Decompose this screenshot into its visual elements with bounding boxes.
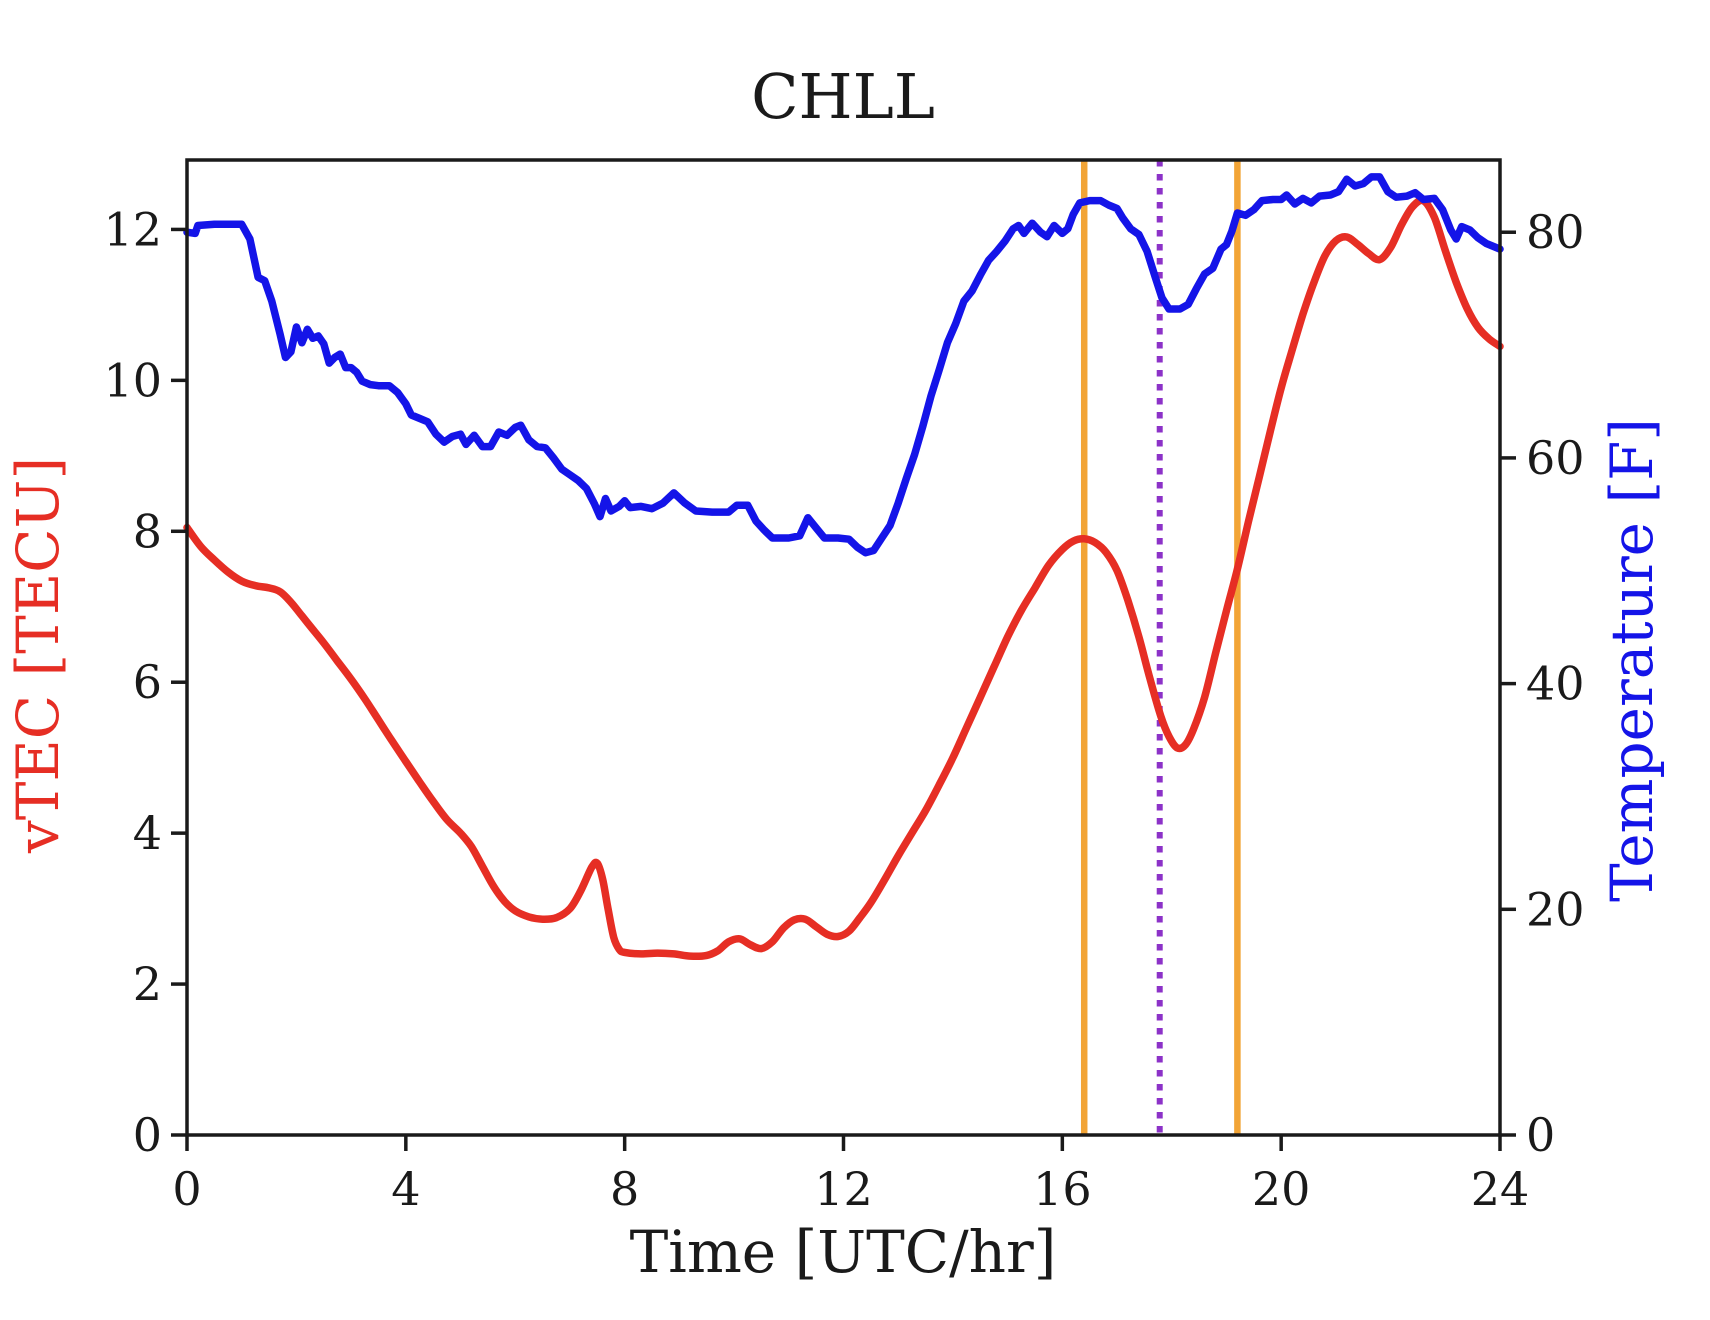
plot-area <box>187 160 1500 1135</box>
right-y-tick-label: 60 <box>1526 431 1585 485</box>
left-y-tick-label: 12 <box>103 202 162 256</box>
x-tick-label: 24 <box>1471 1162 1530 1216</box>
x-tick-label: 8 <box>610 1162 639 1216</box>
left-y-tick-label: 4 <box>133 806 162 860</box>
x-axis-label: Time [UTC/hr] <box>630 1218 1057 1286</box>
right-y-tick-label: 80 <box>1526 205 1585 259</box>
series-layer <box>183 173 1504 960</box>
right-y-tick-label: 20 <box>1526 882 1585 936</box>
chart-title: CHLL <box>751 60 935 133</box>
left-y-tick-label: 10 <box>103 353 162 407</box>
x-tick-label: 4 <box>391 1162 420 1216</box>
right-y-tick-label: 40 <box>1526 657 1585 711</box>
left-y-axis-label: vTEC [TECU] <box>4 457 72 854</box>
vline-layer <box>1080 160 1241 1135</box>
x-tick-label: 12 <box>814 1162 873 1216</box>
right-y-tick-label: 0 <box>1526 1108 1555 1162</box>
left-y-tick-label: 2 <box>133 957 162 1011</box>
temperature-line-series <box>183 173 1504 557</box>
vtec-line-series <box>183 196 1504 960</box>
x-tick-label: 16 <box>1033 1162 1092 1216</box>
x-tick-label: 0 <box>172 1162 201 1216</box>
left-y-tick-label: 6 <box>133 655 162 709</box>
left-y-tick-label: 0 <box>133 1108 162 1162</box>
left-y-tick-label: 8 <box>133 504 162 558</box>
right-y-axis-label: Temperature [F] <box>1598 418 1666 902</box>
x-tick-label: 20 <box>1252 1162 1311 1216</box>
